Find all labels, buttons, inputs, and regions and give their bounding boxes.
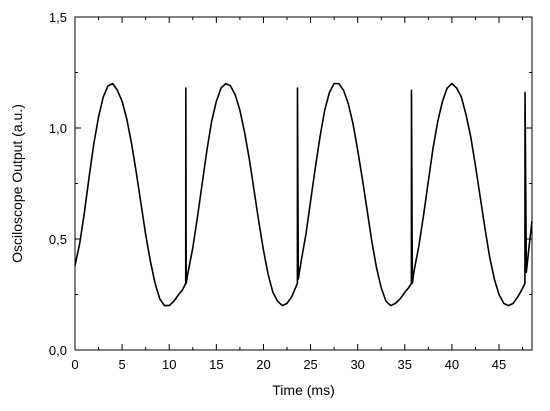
x-tick-label: 5 — [118, 357, 125, 372]
x-tick-label: 10 — [162, 357, 176, 372]
y-axis-title: Osciloscope Output (a.u.) — [9, 104, 25, 263]
series-group — [74, 82, 533, 307]
series-line-1 — [74, 82, 533, 307]
plot-frame — [74, 16, 533, 351]
x-axis-ticks: 0 5 10 15 20 25 30 35 40 45 — [71, 17, 524, 372]
x-tick-label: 15 — [209, 357, 223, 372]
y-tick-label: 0,5 — [49, 232, 67, 247]
y-tick-label: 1,0 — [49, 121, 67, 136]
x-tick-label: 35 — [398, 357, 412, 372]
x-tick-label: 25 — [303, 357, 317, 372]
y-axis-ticks: 0,0 0,5 1,0 1,5 — [49, 10, 532, 358]
x-tick-label: 30 — [350, 357, 364, 372]
y-tick-label: 1,5 — [49, 10, 67, 25]
plot-frame-group — [74, 16, 533, 351]
y-tick-label: 0,0 — [49, 343, 67, 358]
x-tick-label: 0 — [71, 357, 78, 372]
x-tick-label: 40 — [445, 357, 459, 372]
x-tick-label: 45 — [492, 357, 506, 372]
x-axis-title: Time (ms) — [272, 382, 334, 398]
x-tick-label: 20 — [256, 357, 270, 372]
